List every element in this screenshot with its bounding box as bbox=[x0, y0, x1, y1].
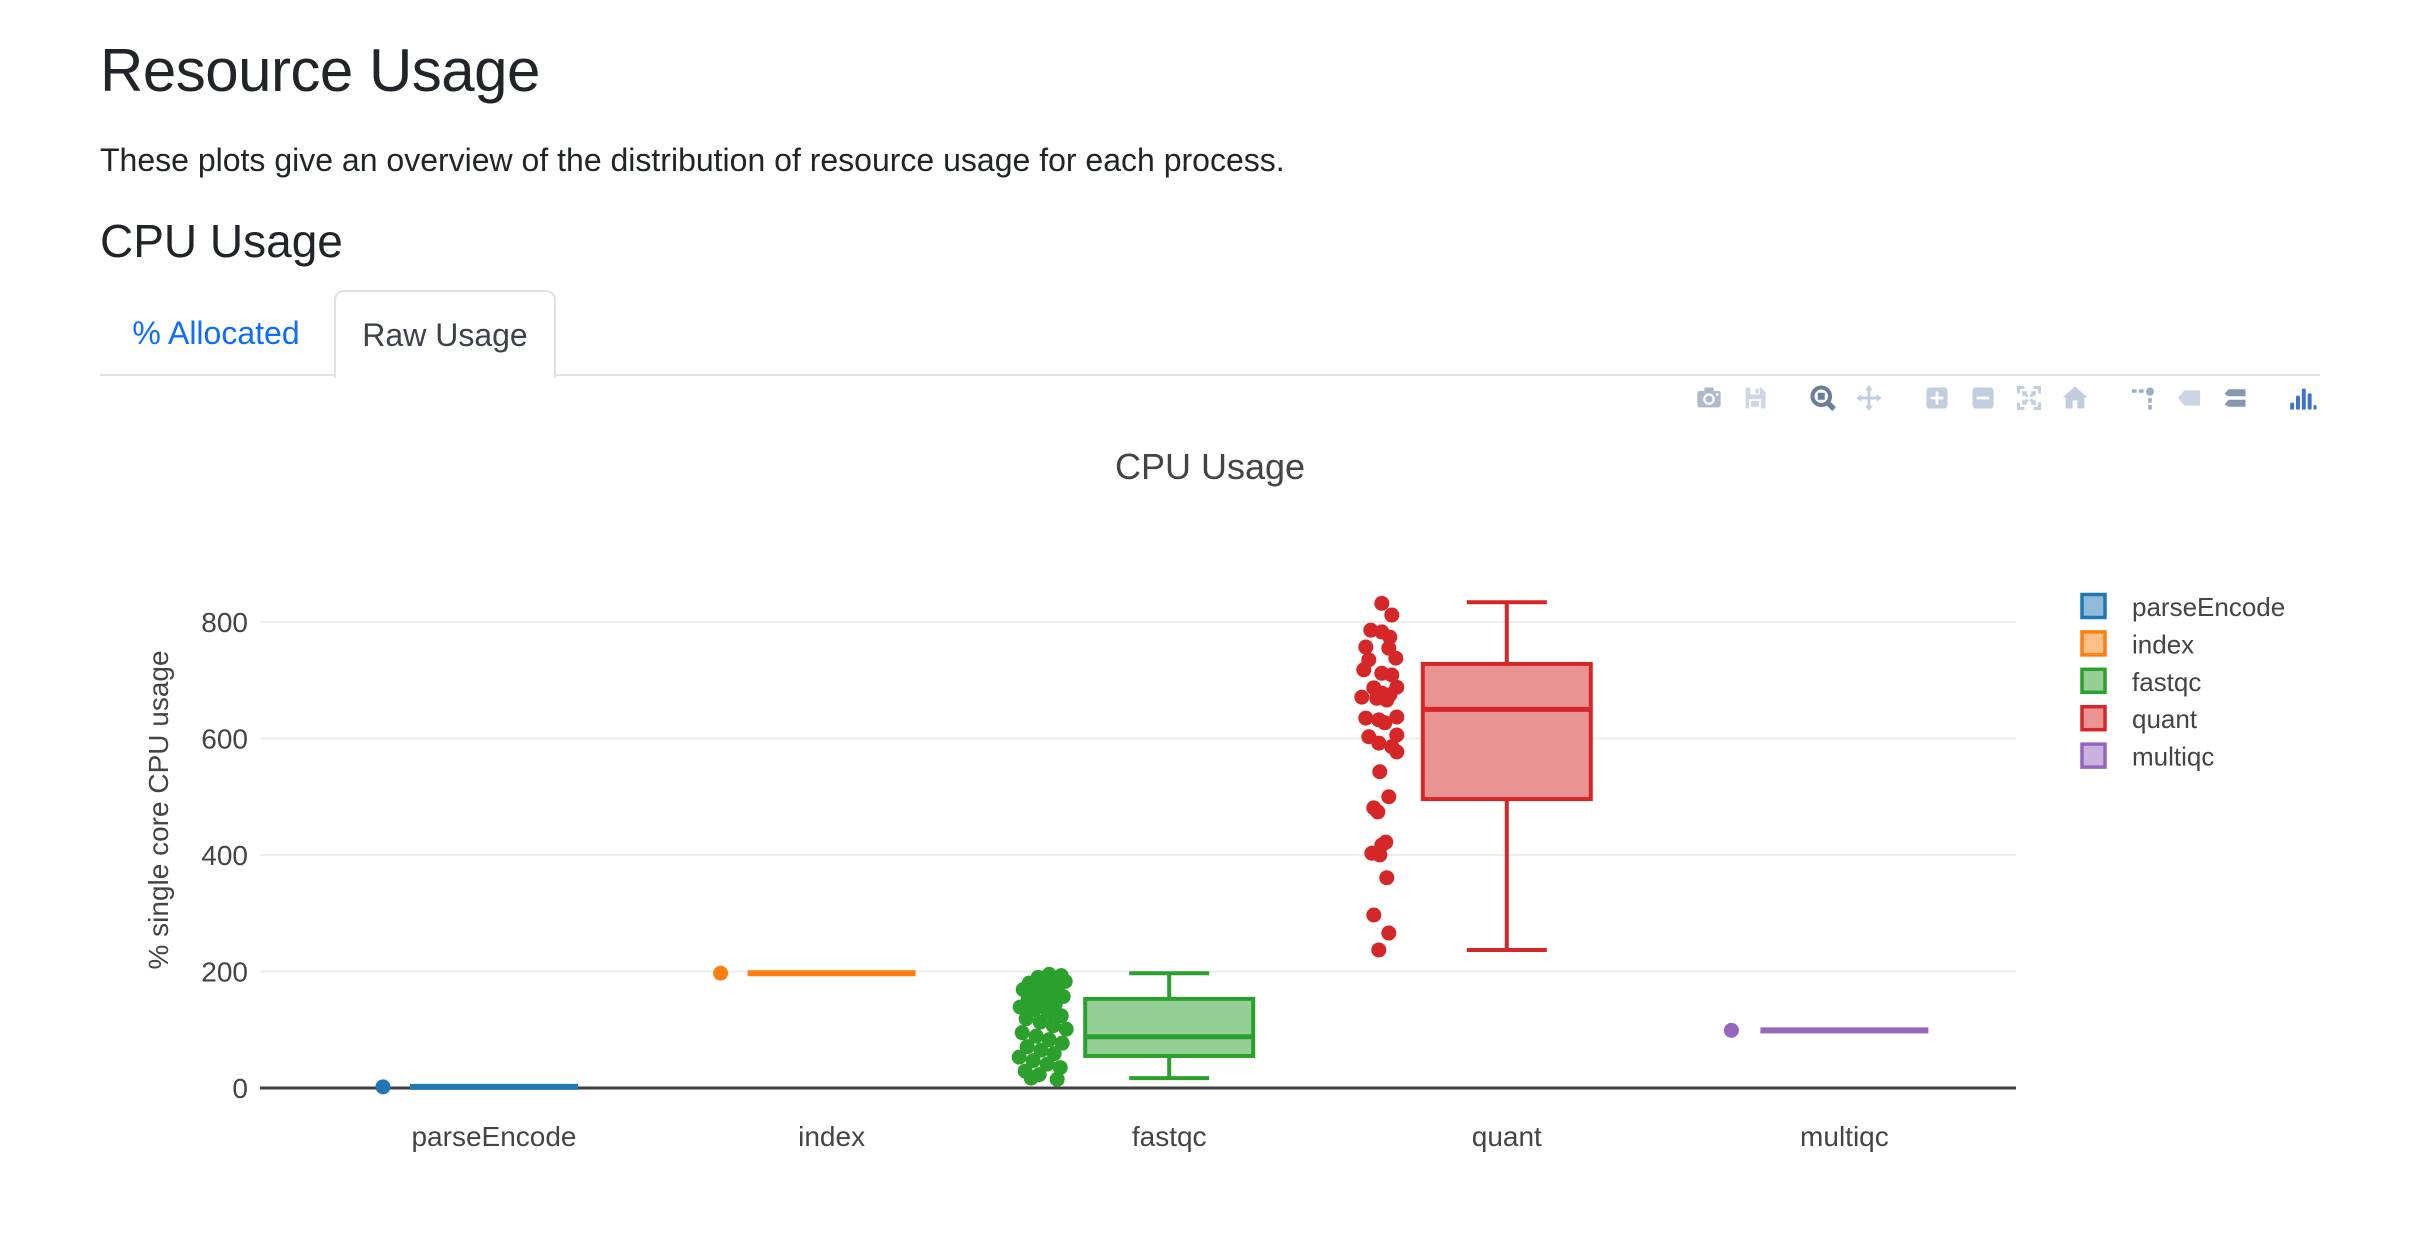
scatter-point-fastqc[interactable] bbox=[1045, 1018, 1061, 1034]
scatter-point-fastqc[interactable] bbox=[1032, 1014, 1048, 1030]
scatter-point-fastqc[interactable] bbox=[1025, 1053, 1041, 1069]
page-subtitle: These plots give an overview of the dist… bbox=[100, 142, 1285, 178]
tab-raw-usage[interactable]: Raw Usage bbox=[334, 290, 556, 378]
scatter-point-fastqc[interactable] bbox=[1011, 1049, 1027, 1065]
scatter-point-quant[interactable] bbox=[1381, 789, 1397, 805]
y-axis-title: % single core CPU usage bbox=[143, 650, 174, 969]
scatter-point-fastqc[interactable] bbox=[1019, 1039, 1035, 1055]
legend-swatch-fastqc[interactable] bbox=[2080, 667, 2107, 695]
scatter-point-quant[interactable] bbox=[1382, 629, 1398, 645]
scatter-point-quant[interactable] bbox=[1358, 639, 1374, 655]
scatter-point-fastqc[interactable] bbox=[1012, 999, 1028, 1015]
scatter-point-fastqc[interactable] bbox=[1033, 1042, 1049, 1058]
legend-label-multiqc[interactable]: multiqc bbox=[2132, 742, 2214, 772]
scatter-point-quant[interactable] bbox=[1371, 942, 1387, 958]
hover-compare-icon[interactable] bbox=[2220, 382, 2250, 414]
x-category-label-multiqc: multiqc bbox=[1800, 1121, 1889, 1152]
legend-item-multiqc[interactable]: multiqc bbox=[2080, 742, 2214, 772]
scatter-point-fastqc[interactable] bbox=[1054, 1035, 1070, 1051]
scatter-point-fastqc[interactable] bbox=[1014, 1025, 1030, 1041]
scatter-point-quant[interactable] bbox=[1389, 709, 1405, 725]
legend-swatch-multiqc[interactable] bbox=[2080, 742, 2107, 769]
camera-icon[interactable] bbox=[1694, 382, 1724, 414]
page-title: Resource Usage bbox=[100, 37, 540, 104]
pan-icon[interactable] bbox=[1854, 382, 1884, 414]
legend-label-fastqc[interactable]: fastqc bbox=[2132, 667, 2201, 697]
x-category-label-index: index bbox=[798, 1121, 865, 1152]
scatter-point-quant[interactable] bbox=[1381, 925, 1397, 941]
y-tick-label: 200 bbox=[201, 957, 248, 988]
tab-bar: % Allocated Raw Usage bbox=[100, 290, 2320, 378]
scatter-point-quant[interactable] bbox=[1363, 622, 1379, 638]
scatter-point-quant[interactable] bbox=[1389, 744, 1405, 760]
scatter-point-quant[interactable] bbox=[1366, 907, 1382, 923]
scatter-point-quant[interactable] bbox=[1377, 715, 1393, 731]
y-tick-label: 600 bbox=[201, 724, 248, 755]
chart-title: CPU Usage bbox=[1114, 446, 1306, 487]
tab-percent-allocated[interactable]: % Allocated bbox=[132, 314, 300, 351]
legend-swatch-quant[interactable] bbox=[2080, 704, 2107, 732]
box-fastqc[interactable] bbox=[1083, 996, 1256, 1058]
scatter-point-quant[interactable] bbox=[1379, 692, 1395, 708]
hover-closest-icon[interactable] bbox=[2174, 382, 2204, 414]
y-tick-label: 400 bbox=[201, 840, 248, 871]
scatter-point-index[interactable] bbox=[713, 965, 729, 981]
legend-item-parseEncode[interactable]: parseEncode bbox=[2080, 592, 2285, 622]
scatter-point-fastqc[interactable] bbox=[1058, 1021, 1074, 1037]
scatter-point-fastqc[interactable] bbox=[1039, 1056, 1055, 1072]
reset-axes-icon[interactable] bbox=[2060, 382, 2090, 414]
box-quant[interactable] bbox=[1420, 661, 1593, 802]
spikelines-icon[interactable] bbox=[2128, 382, 2158, 414]
scatter-point-fastqc[interactable] bbox=[1041, 1032, 1057, 1048]
legend-swatch-index[interactable] bbox=[2080, 630, 2107, 657]
x-category-label-quant: quant bbox=[1472, 1121, 1542, 1152]
scatter-point-quant[interactable] bbox=[1384, 607, 1400, 623]
section-heading-cpu-usage: CPU Usage bbox=[100, 215, 343, 267]
scatter-point-multiqc[interactable] bbox=[1723, 1022, 1739, 1038]
legend-label-parseEncode[interactable]: parseEncode bbox=[2132, 592, 2285, 622]
scatter-point-quant[interactable] bbox=[1372, 764, 1388, 780]
plotly-modebar bbox=[1678, 382, 2318, 414]
scatter-point-quant[interactable] bbox=[1356, 662, 1372, 678]
x-category-label-parseEncode: parseEncode bbox=[411, 1121, 576, 1152]
scatter-point-quant[interactable] bbox=[1354, 689, 1370, 705]
scatter-point-quant[interactable] bbox=[1372, 847, 1388, 863]
scatter-point-quant[interactable] bbox=[1370, 804, 1386, 820]
scatter-point-quant[interactable] bbox=[1389, 727, 1405, 743]
legend-item-index[interactable]: index bbox=[2080, 629, 2194, 659]
scatter-point-fastqc[interactable] bbox=[1018, 1011, 1034, 1027]
scatter-point-fastqc[interactable] bbox=[1052, 1060, 1068, 1076]
legend-label-index[interactable]: index bbox=[2132, 629, 2194, 659]
scatter-point-fastqc[interactable] bbox=[1049, 1071, 1065, 1087]
scatter-point-parseEncode[interactable] bbox=[375, 1079, 391, 1095]
scatter-point-quant[interactable] bbox=[1374, 595, 1390, 611]
scatter-point-fastqc[interactable] bbox=[1028, 1028, 1044, 1044]
save-icon[interactable] bbox=[1740, 382, 1770, 414]
zoom-in-icon[interactable] bbox=[1922, 382, 1952, 414]
zoom-icon[interactable] bbox=[1808, 382, 1838, 414]
scatter-point-quant[interactable] bbox=[1384, 667, 1400, 683]
legend-item-fastqc[interactable]: fastqc bbox=[2080, 667, 2201, 697]
legend-item-quant[interactable]: quant bbox=[2080, 704, 2198, 734]
cpu-usage-chart: CPU Usage 0 200 400 600 800 % single core CPU… bbox=[100, 380, 2320, 1238]
plot-area: 0 200 400 600 800 % single core CPU usage pars… bbox=[143, 592, 2285, 1152]
zoom-out-icon[interactable] bbox=[1968, 382, 1998, 414]
x-category-label-fastqc: fastqc bbox=[1132, 1121, 1207, 1152]
y-tick-label: 800 bbox=[201, 607, 248, 638]
scatter-point-quant[interactable] bbox=[1371, 735, 1387, 751]
legend-label-quant[interactable]: quant bbox=[2132, 704, 2198, 734]
scatter-point-fastqc[interactable] bbox=[1023, 1070, 1039, 1086]
y-tick-label: 0 bbox=[232, 1073, 248, 1104]
scatter-point-quant[interactable] bbox=[1388, 650, 1404, 666]
scatter-point-quant[interactable] bbox=[1358, 710, 1374, 726]
autoscale-icon[interactable] bbox=[2014, 382, 2044, 414]
plotly-logo-icon[interactable] bbox=[2288, 382, 2318, 414]
scatter-point-quant[interactable] bbox=[1379, 870, 1395, 886]
legend-swatch-parseEncode[interactable] bbox=[2080, 592, 2107, 620]
